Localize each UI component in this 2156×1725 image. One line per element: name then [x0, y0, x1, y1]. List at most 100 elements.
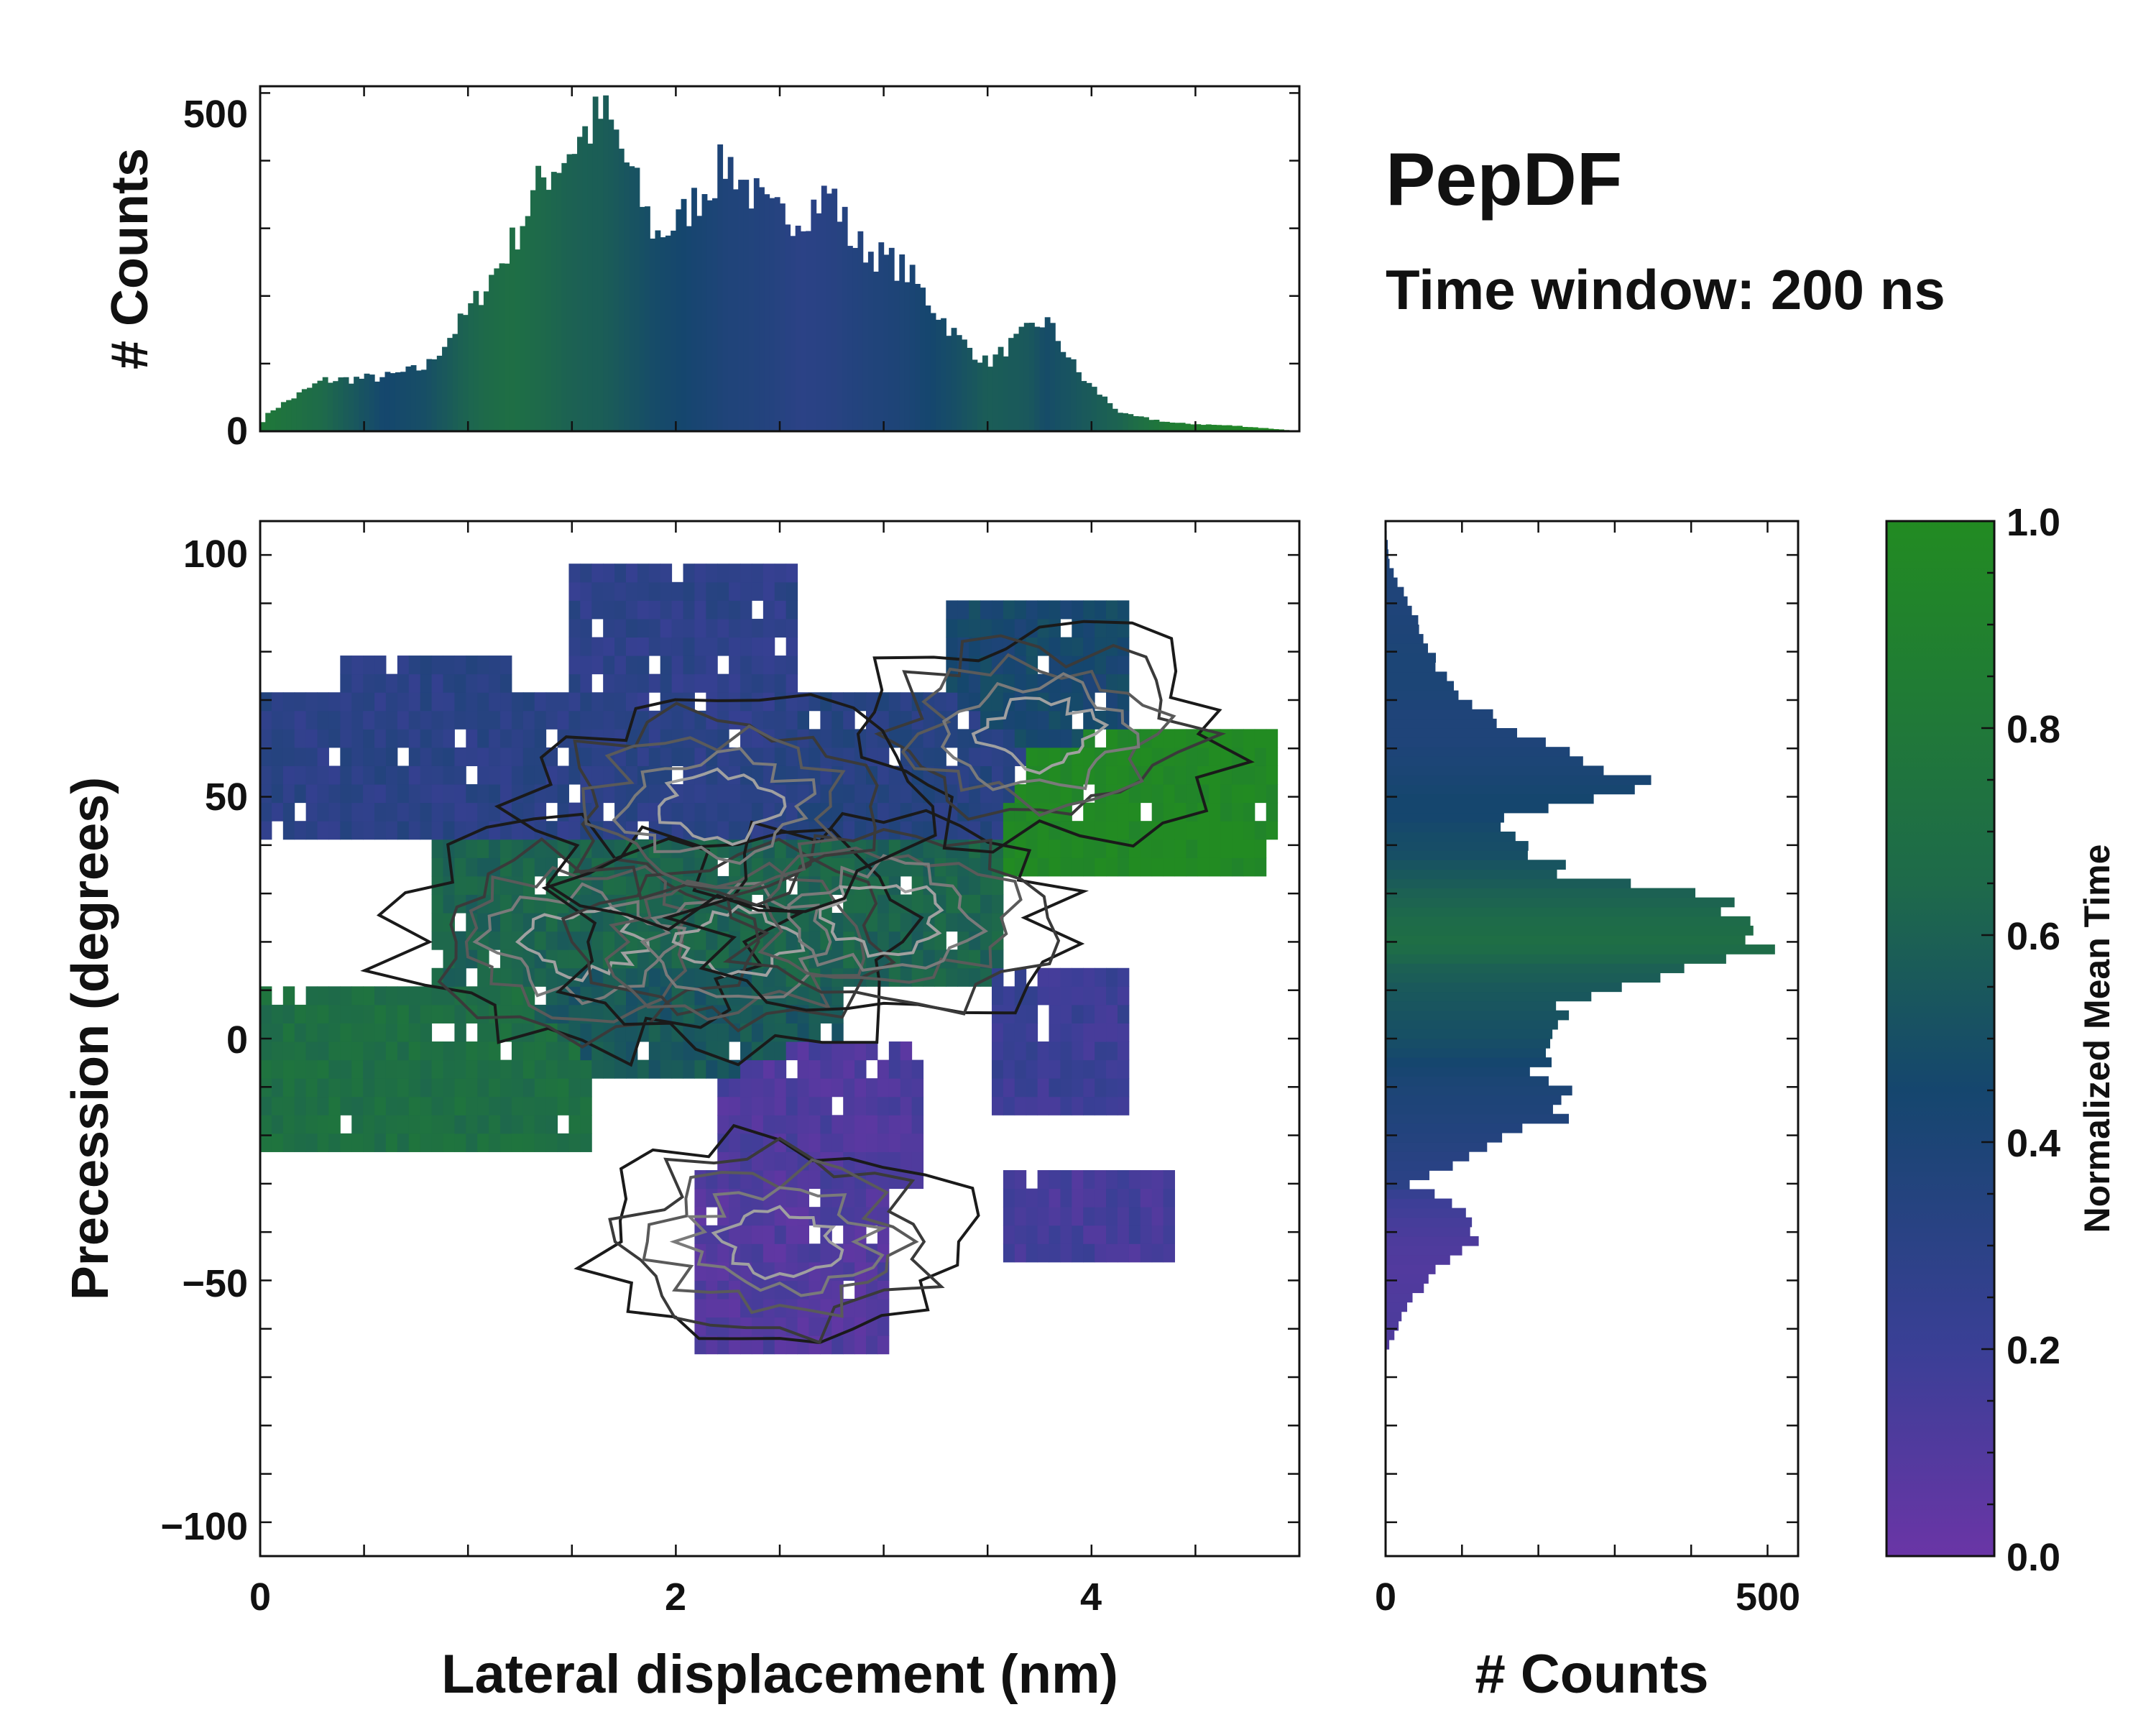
heatmap-cell [1037, 729, 1050, 748]
heatmap-cell [397, 656, 410, 675]
heatmap-cell [969, 600, 981, 620]
top-histogram-bar [384, 372, 391, 431]
heatmap-cell [1254, 839, 1267, 858]
heatmap-cell [957, 784, 969, 804]
heatmap-cell [1072, 967, 1084, 987]
heatmap-cell [671, 747, 684, 766]
contour-line [722, 828, 1061, 1016]
heatmap-cell [1072, 857, 1084, 877]
heatmap-cell [351, 692, 364, 712]
heatmap-cell [683, 618, 695, 638]
top-histogram-bar [894, 280, 900, 431]
heatmap-cell [786, 1225, 798, 1244]
heatmap-cell [614, 986, 627, 1006]
heatmap-cell [774, 1207, 787, 1226]
heatmap-cell [294, 710, 307, 730]
top-histogram-bar [748, 208, 755, 431]
heatmap-cell [1026, 1207, 1038, 1226]
heatmap-cell [751, 1023, 764, 1042]
heatmap-cell [1060, 784, 1072, 804]
heatmap-cell [911, 1151, 924, 1171]
main-xlabel: Lateral displacement (nm) [441, 1644, 1118, 1705]
heatmap-cell [317, 729, 329, 748]
heatmap-cell [1072, 839, 1084, 858]
top-histogram-bar [992, 354, 999, 431]
right-histogram-bar [1386, 718, 1497, 729]
top-histogram-bar [1029, 323, 1035, 431]
top-histogram-bar [1226, 425, 1233, 431]
heatmap-cell [1117, 1225, 1130, 1244]
heatmap-cell [1232, 765, 1244, 785]
right-histogram-bar [1386, 699, 1473, 710]
top-histogram-bar [946, 336, 952, 431]
heatmap-cell [637, 618, 650, 638]
heatmap-cell [888, 857, 901, 877]
heatmap-cell [282, 729, 295, 748]
heatmap-cell [877, 1207, 890, 1226]
heatmap-cell [328, 1078, 341, 1098]
heatmap-cell [282, 765, 295, 785]
heatmap-cell [340, 1059, 352, 1079]
heatmap-cell [957, 875, 969, 895]
heatmap-cell [774, 564, 787, 583]
heatmap-cell [625, 637, 638, 656]
top-histogram-bar [914, 284, 921, 431]
heatmap-cell [580, 1096, 592, 1116]
heatmap-cell [1095, 821, 1107, 840]
heatmap-cell [808, 1299, 821, 1318]
top-histogram-bar [333, 381, 339, 431]
heatmap-cell [271, 1004, 284, 1024]
heatmap-cell [877, 1335, 890, 1355]
heatmap-cell [385, 1059, 398, 1079]
heatmap-cell [1049, 765, 1061, 785]
heatmap-cell [1106, 729, 1118, 748]
heatmap-cell [522, 1096, 535, 1116]
heatmap-cell [374, 1133, 387, 1152]
heatmap-cell [625, 1023, 638, 1042]
heatmap-cell [946, 784, 958, 804]
heatmap-cell [489, 931, 501, 950]
heatmap-cell [808, 1317, 821, 1336]
heatmap-cell [1083, 1225, 1095, 1244]
heatmap-cell [1117, 1004, 1130, 1024]
heatmap-cell [328, 1096, 341, 1116]
heatmap-cell [1197, 747, 1210, 766]
top-histogram-bar [312, 383, 318, 431]
heatmap-cell [397, 1115, 410, 1134]
right-histogram-bar [1386, 558, 1390, 569]
heatmap-cell [786, 1188, 798, 1208]
heatmap-cell [557, 949, 569, 969]
heatmap-cell [843, 949, 855, 969]
heatmap-cell [751, 1115, 764, 1134]
heatmap-cell [500, 1078, 512, 1098]
heatmap-cell [1174, 857, 1187, 877]
heatmap-cell [1095, 857, 1107, 877]
contour-line [604, 861, 866, 1021]
top-histogram-bar [1081, 381, 1087, 431]
heatmap-cell [1140, 784, 1153, 804]
heatmap-cell [431, 729, 443, 748]
heatmap-cell [260, 986, 272, 1006]
heatmap-cell [911, 747, 924, 766]
top-histogram-bar [1263, 428, 1269, 431]
right-histogram-bar [1386, 944, 1775, 954]
heatmap-cell [1049, 1170, 1061, 1190]
top-histogram-bar [722, 178, 729, 431]
heatmap-cell [420, 821, 433, 840]
heatmap-cell [786, 1041, 798, 1061]
heatmap-cell [729, 600, 741, 620]
right-histogram-ticks [1384, 521, 1798, 1556]
heatmap-cell [808, 1096, 821, 1116]
heatmap-cell [683, 600, 695, 620]
top-histogram-bar [1169, 422, 1176, 431]
heatmap-cell [1128, 1243, 1141, 1263]
heatmap-cell [683, 747, 695, 766]
heatmap-cell [1014, 1225, 1027, 1244]
right-histogram-bar [1386, 963, 1685, 973]
heatmap-cell [763, 747, 775, 766]
heatmap-cell [808, 747, 821, 766]
heatmap-cell [706, 931, 718, 950]
heatmap-cell [980, 802, 992, 822]
heatmap-cell [1003, 1225, 1015, 1244]
heatmap-cell [305, 1059, 318, 1079]
